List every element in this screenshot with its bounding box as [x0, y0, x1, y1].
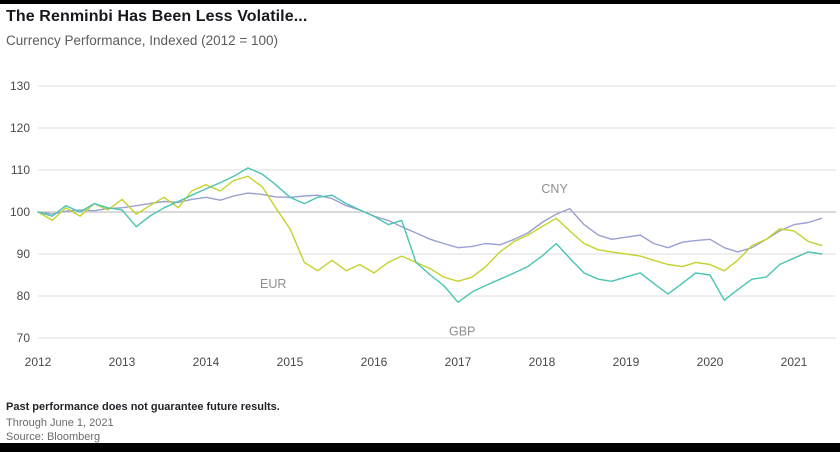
chart-subtitle: Currency Performance, Indexed (2012 = 10… — [6, 33, 279, 48]
x-tick-label: 2013 — [109, 355, 136, 369]
series-annotation-eur: EUR — [260, 277, 286, 291]
chart-title: The Renminbi Has Been Less Volatile... — [6, 8, 308, 25]
footnote-source: Source: Bloomberg — [6, 431, 101, 443]
top-accent-bar — [0, 0, 840, 4]
y-tick-label: 130 — [10, 79, 30, 93]
x-tick-label: 2019 — [613, 355, 640, 369]
x-tick-label: 2017 — [445, 355, 472, 369]
series-annotation-cny: CNY — [541, 182, 568, 196]
y-tick-label: 120 — [10, 121, 30, 135]
series-line-eur — [37, 175, 823, 283]
footnote-disclaimer: Past performance does not guarantee futu… — [6, 401, 280, 413]
x-tick-label: 2012 — [25, 355, 52, 369]
series-annotation-gbp: GBP — [449, 325, 475, 339]
x-tick-label: 2020 — [697, 355, 724, 369]
x-tick-label: 2018 — [529, 355, 556, 369]
x-tick-label: 2014 — [193, 355, 220, 369]
y-tick-label: 100 — [10, 205, 30, 219]
x-tick-label: 2016 — [361, 355, 388, 369]
series-line-cny — [37, 192, 823, 253]
y-tick-label: 80 — [17, 289, 31, 303]
y-tick-label: 90 — [17, 247, 31, 261]
series-line-gbp — [37, 167, 823, 304]
y-tick-label: 70 — [17, 331, 31, 345]
footnote-through-date: Through June 1, 2021 — [6, 417, 114, 429]
x-tick-label: 2015 — [277, 355, 304, 369]
y-tick-label: 110 — [11, 163, 30, 177]
bottom-accent-bar — [0, 443, 840, 452]
chart-svg: 70 80 90 100 110 120 130 2012 2013 2014 2015 2016 20… — [10, 79, 836, 369]
x-tick-label: 2021 — [781, 355, 808, 369]
